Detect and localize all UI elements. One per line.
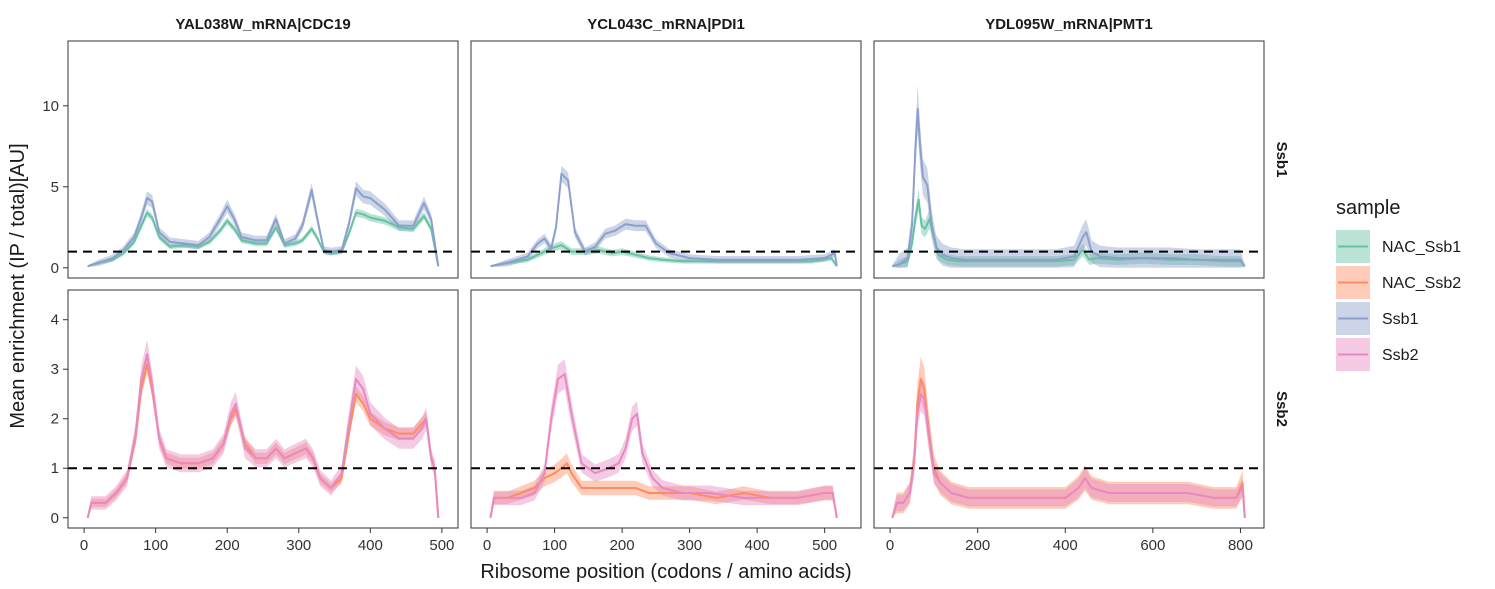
series-line-nac-ssb1: [87, 211, 440, 268]
panel-frame: [470, 289, 862, 529]
x-tick-label: 200: [610, 537, 635, 554]
legend-label: NAC_Ssb2: [1382, 275, 1461, 292]
y-tick-label: 10: [42, 98, 59, 115]
y-tick-label: 5: [51, 179, 59, 196]
x-tick-label: 500: [812, 537, 837, 554]
panel-frame: [470, 40, 862, 279]
facet-title-col-0: YAL038W_mRNA|CDC19: [175, 16, 350, 33]
legend-item-ssb2: Ssb2: [1336, 338, 1419, 371]
x-tick-label: 400: [745, 537, 770, 554]
panel-0-0: [67, 40, 459, 279]
x-tick-label: 0: [80, 537, 88, 554]
x-tick-label: 400: [1053, 537, 1078, 554]
series-line-ssb2: [891, 393, 1246, 519]
x-tick-label: 200: [965, 537, 990, 554]
y-tick-label: 1: [51, 460, 59, 477]
legend: sample NAC_Ssb1 NAC_Ssb2 Ssb1 Ssb2: [1336, 197, 1461, 371]
x-tick-label: 200: [215, 537, 240, 554]
y-tick-label: 3: [51, 361, 59, 378]
panel-1-1: [470, 289, 862, 529]
x-tick-label: 800: [1228, 537, 1253, 554]
panel-1-2: [873, 289, 1265, 529]
panel-frame: [67, 289, 459, 529]
panel-1-0: [67, 289, 459, 529]
panel-0-1: [470, 40, 862, 279]
series-line-ssb2: [489, 373, 838, 518]
legend-item-ssb1: Ssb1: [1336, 302, 1419, 335]
x-tick-label: 600: [1140, 537, 1165, 554]
y-tick-label: 0: [51, 260, 59, 277]
y-tick-label: 2: [51, 411, 59, 428]
panel-frame: [67, 40, 459, 279]
y-tick-label: 4: [51, 312, 59, 329]
x-tick-label: 100: [143, 537, 168, 554]
x-tick-label: 400: [358, 537, 383, 554]
series-line-ssb1: [892, 108, 1246, 268]
legend-label: NAC_Ssb1: [1382, 239, 1461, 256]
y-tick-label: 0: [51, 510, 59, 527]
x-axis-title: Ribosome position (codons / amino acids): [480, 561, 851, 583]
series-line-ssb1: [87, 187, 440, 268]
x-tick-label: 0: [886, 537, 894, 554]
series-line-ssb2: [86, 353, 440, 519]
x-tick-label: 0: [483, 537, 491, 554]
legend-item-nac-ssb2: NAC_Ssb2: [1336, 266, 1461, 299]
confidence-band-ssb2: [892, 376, 1245, 518]
y-axis-title: Mean enrichment (IP / total)[AU]: [7, 143, 29, 428]
legend-label: Ssb2: [1382, 347, 1419, 364]
confidence-band-ssb2: [490, 359, 837, 518]
series-line-ssb1: [490, 172, 838, 268]
facet-strip-row-1: Ssb2: [1273, 391, 1290, 427]
x-tick-label: 500: [429, 537, 454, 554]
confidence-band-nac-ssb2: [892, 356, 1245, 518]
x-tick-label: 300: [677, 537, 702, 554]
x-tick-label: 100: [542, 537, 567, 554]
legend-item-nac-ssb1: NAC_Ssb1: [1336, 230, 1461, 263]
x-tick-label: 300: [286, 537, 311, 554]
facet-title-col-2: YDL095W_mRNA|PMT1: [985, 16, 1153, 33]
panel-0-2: [873, 40, 1265, 279]
confidence-band-ssb1: [892, 84, 1245, 268]
legend-title: sample: [1336, 197, 1400, 219]
panel-frame: [873, 40, 1265, 279]
panel-frame: [873, 289, 1265, 529]
facet-strip-row-0: Ssb1: [1273, 142, 1290, 178]
facet-title-col-1: YCL043C_mRNA|PDI1: [587, 16, 745, 33]
legend-label: Ssb1: [1382, 311, 1419, 328]
